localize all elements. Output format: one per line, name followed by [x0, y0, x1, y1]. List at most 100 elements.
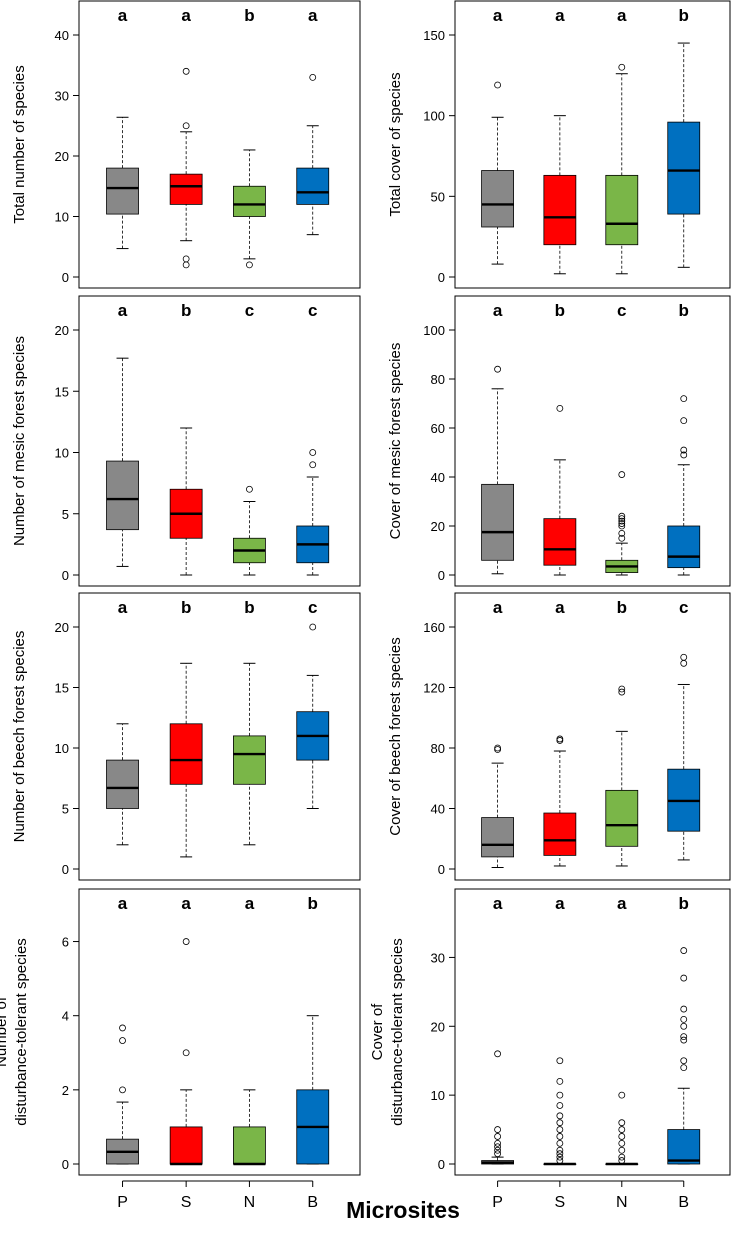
outlier-point — [182, 67, 190, 75]
significance-letter: a — [493, 894, 503, 913]
y-axis-label: disturbance-tolerant species — [389, 938, 406, 1126]
plot-frame — [454, 295, 731, 587]
box-B — [667, 525, 701, 569]
outlier-point — [556, 1150, 564, 1158]
significance-letter: a — [555, 598, 565, 617]
box-S — [169, 1126, 203, 1165]
outlier-point — [246, 261, 253, 269]
outlier-point — [556, 1146, 564, 1154]
y-tick-label: 80 — [431, 372, 445, 387]
significance-letter: c — [245, 301, 254, 320]
significance-letter: a — [493, 6, 503, 25]
plot-frame — [454, 0, 731, 289]
x-tick-label-B: B — [307, 1194, 318, 1211]
x-tick-label-S: S — [181, 1194, 192, 1211]
x-tick-label-S: S — [555, 1194, 566, 1211]
y-tick-label: 20 — [431, 519, 445, 534]
significance-letter: a — [181, 6, 191, 25]
outlier-point — [618, 529, 626, 537]
outlier-point — [680, 1005, 688, 1013]
y-tick-label: 20 — [431, 1019, 445, 1034]
outlier-point — [556, 1057, 564, 1065]
panel-total-cover: 0 50 100 150 Total cover of species a a a b — [387, 0, 731, 289]
plot-frame — [78, 592, 361, 881]
outlier-point — [618, 1091, 626, 1099]
plot-frame — [454, 592, 731, 881]
box-N — [233, 735, 266, 785]
outlier-point — [680, 1022, 688, 1030]
x-tick-label-B: B — [678, 1194, 689, 1211]
outlier-point — [182, 1049, 190, 1057]
outlier-point — [618, 471, 626, 478]
y-tick-label: 0 — [62, 568, 69, 583]
box-N — [605, 174, 639, 246]
panel-mesic-cover: 0 20 40 60 80 100 Cover of mesic forest specie… — [387, 295, 731, 587]
outlier-point — [680, 974, 688, 982]
y-tick-label: 40 — [431, 470, 445, 485]
significance-letter: a — [245, 894, 255, 913]
outlier-point — [556, 1133, 564, 1140]
outlier-point — [556, 1077, 564, 1085]
significance-letter: c — [308, 598, 317, 617]
y-tick-label: 0 — [438, 568, 445, 583]
y-tick-label: 2 — [62, 1083, 69, 1098]
significance-letter: a — [118, 894, 128, 913]
y-tick-label: 60 — [431, 421, 445, 436]
outlier-point — [680, 1036, 688, 1044]
outlier-point — [618, 1119, 626, 1127]
outlier-point — [618, 534, 626, 542]
outlier-point — [119, 1086, 126, 1094]
y-tick-label: 40 — [55, 28, 69, 43]
box-P — [106, 460, 139, 531]
outlier-point — [680, 1064, 688, 1071]
outlier-point — [618, 517, 626, 525]
box-N — [233, 1126, 266, 1165]
significance-letter: a — [493, 301, 503, 320]
outlier-point — [618, 63, 626, 71]
significance-letter: a — [493, 598, 503, 617]
significance-letter: b — [308, 894, 318, 913]
x-tick-label-N: N — [616, 1194, 628, 1211]
y-tick-label: 120 — [423, 681, 445, 696]
outlier-point — [618, 520, 626, 527]
significance-letter: b — [617, 598, 627, 617]
y-tick-label: 40 — [431, 802, 445, 817]
panel-total-number: 0 10 20 30 40 Total number of species a a b a — [11, 0, 361, 289]
outlier-point — [556, 1112, 564, 1120]
outlier-point — [618, 685, 626, 693]
y-tick-label: 5 — [62, 507, 69, 522]
outlier-point — [309, 623, 317, 631]
panel-mesic-number: 0 5 10 15 20 Number of mesic forest species a b… — [11, 295, 361, 587]
significance-letter: a — [181, 894, 191, 913]
significance-letter: c — [679, 598, 688, 617]
outlier-point — [556, 1139, 564, 1147]
significance-letter: a — [617, 894, 627, 913]
y-tick-label: 0 — [438, 270, 445, 285]
y-tick-label: 10 — [431, 1088, 445, 1103]
outlier-point — [494, 1139, 501, 1147]
outlier-point — [618, 1133, 626, 1140]
outlier-point — [182, 255, 190, 263]
x-tick-label-N: N — [244, 1194, 256, 1211]
outlier-point — [680, 653, 688, 661]
y-axis-label: disturbance-tolerant species — [13, 938, 30, 1126]
outlier-point — [119, 1024, 126, 1032]
outlier-point — [556, 1102, 564, 1109]
outlier-point — [494, 81, 501, 89]
box-P — [106, 167, 139, 215]
significance-letter: a — [308, 6, 318, 25]
outlier-point — [556, 1157, 564, 1164]
y-tick-label: 20 — [55, 620, 69, 635]
box-B — [296, 167, 330, 205]
outlier-point — [309, 449, 317, 456]
significance-letter: b — [555, 301, 565, 320]
outlier-point — [556, 1091, 564, 1099]
significance-letter: a — [118, 598, 128, 617]
outlier-point — [182, 938, 190, 945]
outlier-point — [680, 1057, 688, 1065]
x-tick-label-P: P — [117, 1194, 128, 1211]
outlier-point — [119, 1037, 126, 1044]
y-tick-label: 80 — [431, 741, 445, 756]
y-tick-label: 10 — [55, 446, 69, 461]
